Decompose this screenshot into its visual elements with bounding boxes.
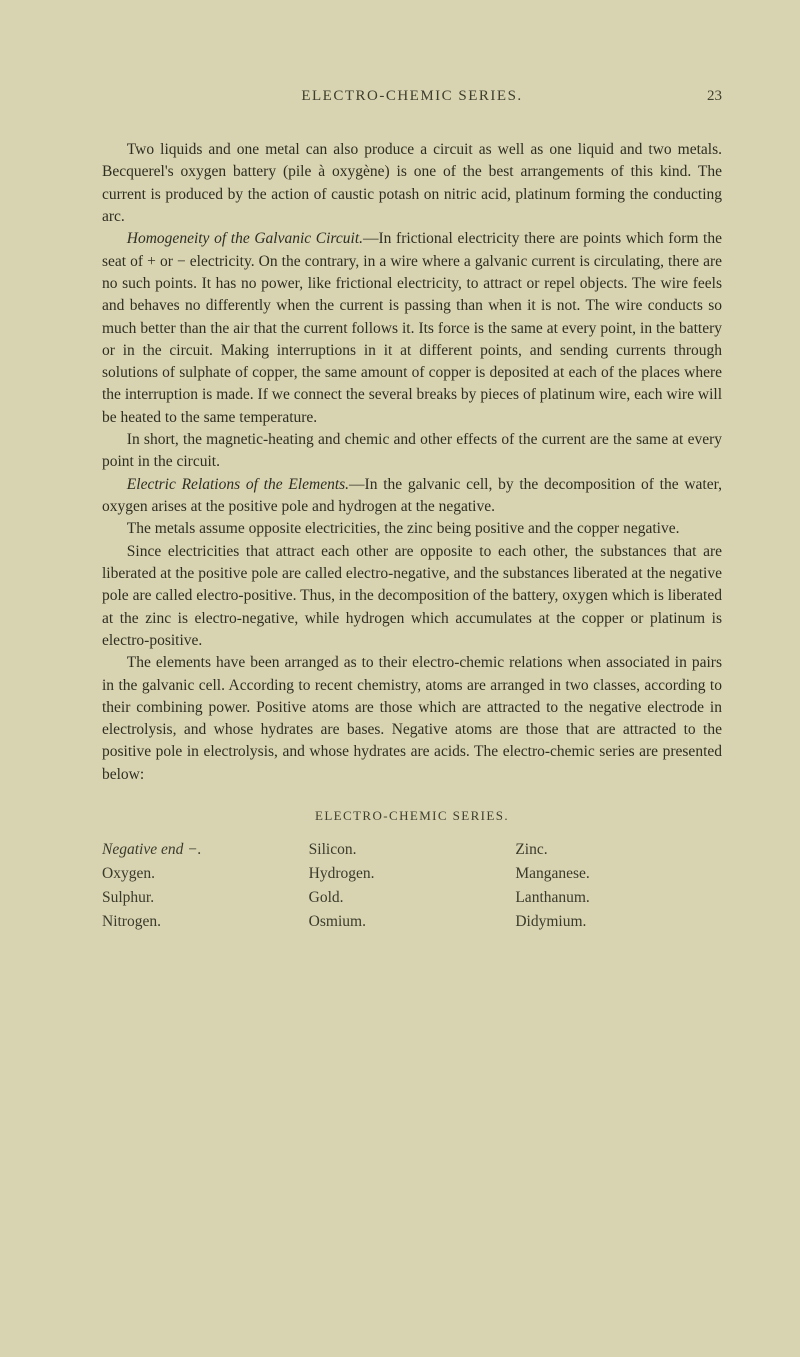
series-col-1: Negative end −. Oxygen. Sulphur. Nitroge… bbox=[102, 838, 309, 934]
paragraph-4-lead: Electric Relations of the Elements. bbox=[127, 476, 349, 493]
paragraph-5: The metals assume opposite electricities… bbox=[102, 518, 722, 540]
series-table: Negative end −. Oxygen. Sulphur. Nitroge… bbox=[102, 838, 722, 934]
series-item-negative-end: Negative end −. bbox=[102, 838, 309, 862]
paragraph-2-lead: Homogeneity of the Galvanic Circuit. bbox=[127, 230, 363, 247]
series-item-didymium: Didymium. bbox=[515, 910, 722, 934]
paragraph-7: The elements have been arranged as to th… bbox=[102, 652, 722, 786]
page-number: 23 bbox=[686, 88, 722, 105]
page: ELECTRO-CHEMIC SERIES. 23 Two liquids an… bbox=[0, 0, 800, 1357]
paragraph-2-body: —In frictional electricity there are poi… bbox=[102, 230, 722, 426]
series-item-nitrogen: Nitrogen. bbox=[102, 910, 309, 934]
series-item-lanthanum: Lanthanum. bbox=[515, 886, 722, 910]
series-item-osmium: Osmium. bbox=[309, 910, 516, 934]
paragraph-2: Homogeneity of the Galvanic Circuit.—In … bbox=[102, 228, 722, 429]
series-item-manganese: Manganese. bbox=[515, 862, 722, 886]
paragraph-1: Two liquids and one metal can also produ… bbox=[102, 139, 722, 228]
running-head: ELECTRO-CHEMIC SERIES. 23 bbox=[102, 88, 722, 105]
paragraph-6: Since electricities that attract each ot… bbox=[102, 541, 722, 653]
series-col-3: Zinc. Manganese. Lanthanum. Didymium. bbox=[515, 838, 722, 934]
running-title: ELECTRO-CHEMIC SERIES. bbox=[138, 88, 686, 105]
series-col-2: Silicon. Hydrogen. Gold. Osmium. bbox=[309, 838, 516, 934]
paragraph-3: In short, the magnetic-heating and chemi… bbox=[102, 429, 722, 474]
series-heading: ELECTRO-CHEMIC SERIES. bbox=[102, 808, 722, 824]
series-item-oxygen: Oxygen. bbox=[102, 862, 309, 886]
series-item-silicon: Silicon. bbox=[309, 838, 516, 862]
series-item-hydrogen: Hydrogen. bbox=[309, 862, 516, 886]
series-item-sulphur: Sulphur. bbox=[102, 886, 309, 910]
series-item-gold: Gold. bbox=[309, 886, 516, 910]
series-item-zinc: Zinc. bbox=[515, 838, 722, 862]
paragraph-4: Electric Relations of the Elements.—In t… bbox=[102, 474, 722, 519]
